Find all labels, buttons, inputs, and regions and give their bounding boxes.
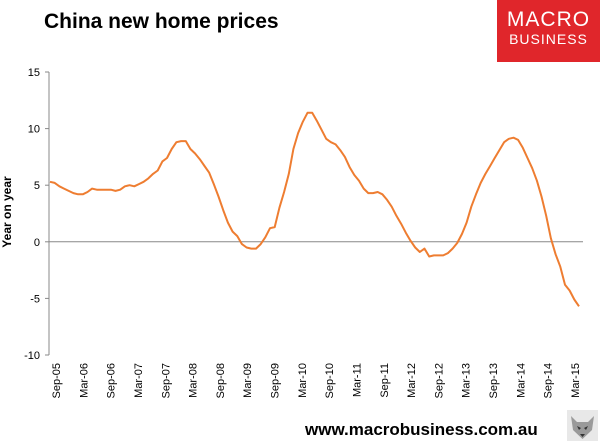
x-tick-label: Sep-13 <box>488 363 500 398</box>
x-tick-label: Mar-10 <box>297 363 309 398</box>
x-tick-label: Sep-06 <box>106 363 118 398</box>
x-tick-label: Mar-15 <box>570 363 582 398</box>
logo-line-macro: MACRO <box>506 8 591 31</box>
x-tick-label: Mar-06 <box>78 363 90 398</box>
x-tick-label: Mar-12 <box>406 363 418 398</box>
x-tick-label: Sep-11 <box>379 363 391 398</box>
x-tick-label: Mar-07 <box>133 363 145 398</box>
x-tick-label: Mar-09 <box>242 363 254 398</box>
x-tick-label: Sep-09 <box>270 363 282 398</box>
x-tick-label: Mar-08 <box>188 363 200 398</box>
x-tick-label: Sep-10 <box>324 363 336 398</box>
x-tick-label: Sep-05 <box>51 363 63 398</box>
chart-series <box>49 111 580 307</box>
x-tick-label: Sep-07 <box>160 363 172 398</box>
logo-line-business: BUSINESS <box>509 31 588 47</box>
y-axis-ticks: 15 10 5 0 -5 -10 <box>24 67 49 362</box>
footer-url: www.macrobusiness.com.au <box>305 420 538 439</box>
chart-axes <box>48 72 583 355</box>
x-tick-label: Mar-14 <box>515 363 527 398</box>
y-tick-label: 10 <box>28 124 40 136</box>
y-tick-label: -5 <box>30 293 40 305</box>
x-axis-ticks: Sep-05 Mar-06 Sep-06 Mar-07 Sep-07 Mar-08 Sep-… <box>51 363 582 398</box>
x-tick-label: Sep-14 <box>543 363 555 398</box>
x-tick-label: Sep-12 <box>433 363 445 398</box>
y-tick-label: 15 <box>28 67 40 79</box>
y-tick-label: 0 <box>34 237 40 249</box>
series-line <box>49 111 580 307</box>
x-tick-label: Mar-11 <box>351 363 363 397</box>
y-tick-label: -10 <box>24 350 40 362</box>
y-tick-label: 5 <box>34 180 40 192</box>
y-axis-label: Year on year <box>0 176 14 248</box>
x-tick-label: Mar-13 <box>461 363 473 398</box>
macrobusiness-logo: MACRO BUSINESS <box>497 0 600 62</box>
x-tick-label: Sep-08 <box>215 363 227 398</box>
wolf-icon <box>567 410 598 441</box>
chart-title: China new home prices <box>44 10 279 33</box>
